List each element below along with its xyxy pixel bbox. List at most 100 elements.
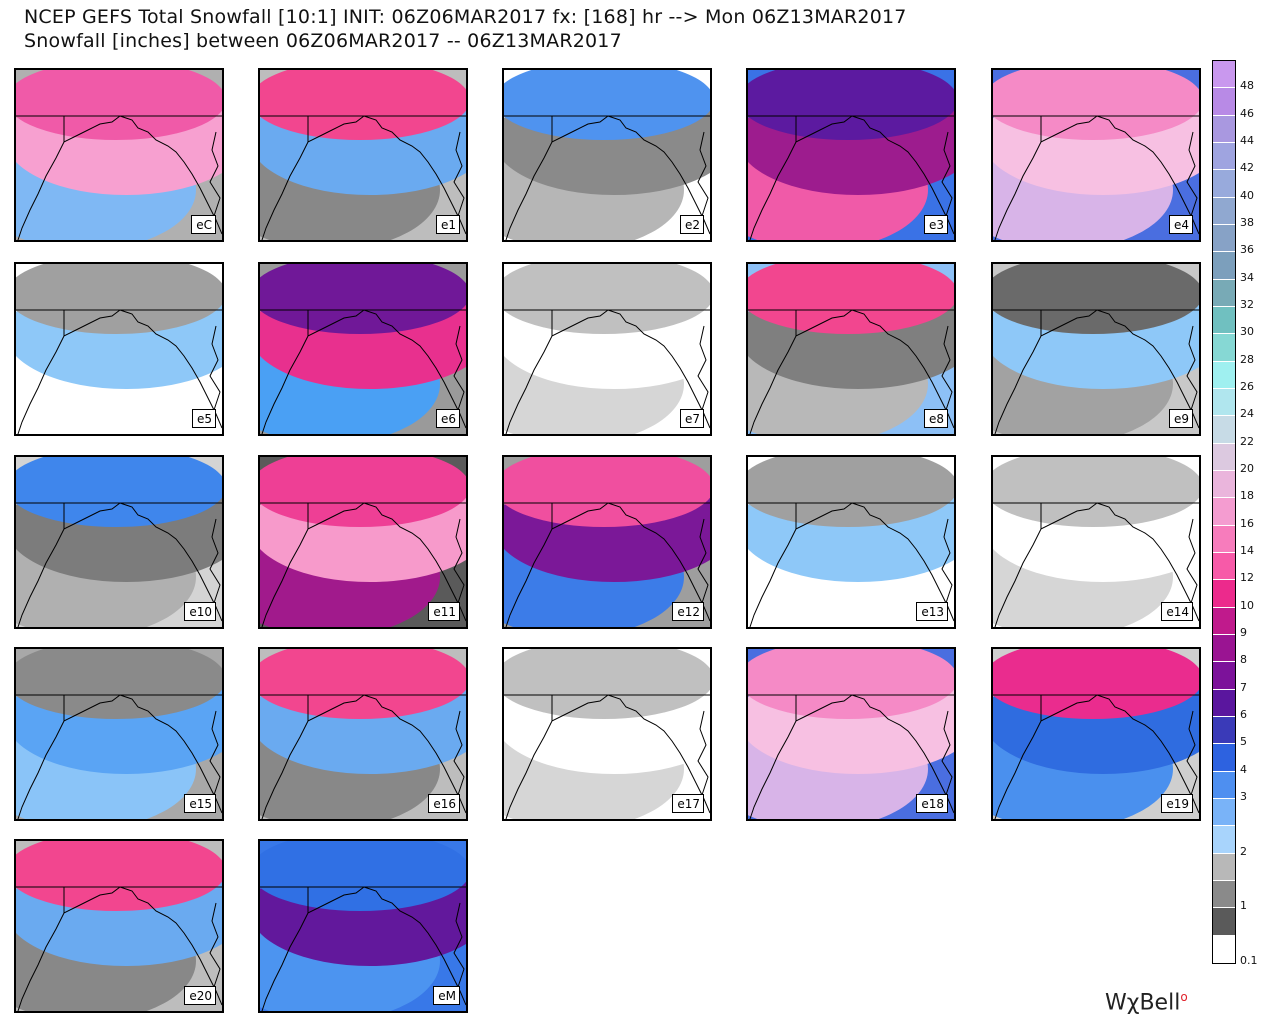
legend-swatch [1213, 225, 1235, 253]
snowfall-field [993, 649, 1199, 819]
legend-swatch [1213, 935, 1235, 963]
legend-tick: 7 [1240, 680, 1247, 694]
member-label: eC [191, 215, 216, 234]
legend-tick: 30 [1240, 325, 1254, 339]
snowfall-field [260, 457, 466, 627]
snowfall-field [260, 70, 466, 240]
ensemble-panel-e17: e17 [502, 647, 712, 821]
member-label: e12 [672, 602, 704, 621]
legend-swatch [1213, 170, 1235, 198]
legend-swatch [1213, 61, 1235, 89]
map-subtitle: Snowfall [inches] between 06Z06MAR2017 -… [24, 30, 622, 52]
snowfall-field [16, 264, 222, 434]
member-label: eM [433, 986, 460, 1005]
legend-tick: 28 [1240, 352, 1254, 366]
legend-tick: 40 [1240, 188, 1254, 202]
member-label: e9 [1168, 409, 1193, 428]
legend-tick: 1 [1240, 899, 1247, 913]
legend-swatch [1213, 635, 1235, 663]
map-title: NCEP GEFS Total Snowfall [10:1] INIT: 06… [24, 6, 907, 28]
member-label: e20 [184, 986, 216, 1005]
member-label: e19 [1161, 794, 1193, 813]
legend-tick: 8 [1240, 653, 1247, 667]
member-label: e6 [435, 409, 460, 428]
ensemble-panel-e9: e9 [991, 262, 1201, 436]
legend-tick: 36 [1240, 243, 1254, 257]
legend-tick: 26 [1240, 380, 1254, 393]
legend-tick: 4 [1240, 762, 1247, 776]
ensemble-panel-e8: e8 [746, 262, 956, 436]
ensemble-panel-e19: e19 [991, 647, 1201, 821]
legend-swatch [1213, 389, 1235, 417]
snowfall-field [993, 264, 1199, 434]
legend-tick: 24 [1240, 407, 1254, 421]
legend-swatch [1213, 252, 1235, 280]
legend-swatch [1213, 771, 1235, 799]
legend-swatch [1213, 689, 1235, 717]
member-label: e3 [923, 215, 948, 234]
snowfall-field [748, 457, 954, 627]
member-label: e15 [184, 794, 216, 813]
snowfall-field [16, 649, 222, 819]
ensemble-panel-e5: e5 [14, 262, 224, 436]
legend-swatch [1213, 799, 1235, 827]
ensemble-panel-e10: e10 [14, 455, 224, 629]
legend-tick: 38 [1240, 216, 1254, 229]
ensemble-panel-e2: e2 [502, 68, 712, 242]
legend-tick: 3 [1240, 790, 1247, 803]
legend-tick: 44 [1240, 134, 1254, 147]
legend-swatch [1213, 826, 1235, 854]
legend-tick: 42 [1240, 161, 1254, 175]
member-label: e2 [679, 215, 704, 234]
member-label: e17 [672, 794, 704, 813]
ensemble-panel-e16: e16 [258, 647, 468, 821]
legend-tick: 18 [1240, 489, 1254, 503]
ensemble-panel-e7: e7 [502, 262, 712, 436]
snowfall-field [993, 70, 1199, 240]
legend-tick: 2 [1240, 844, 1247, 858]
member-label: e16 [428, 794, 460, 813]
ensemble-panel-e12: e12 [502, 455, 712, 629]
legend-swatch [1213, 717, 1235, 745]
legend-swatch [1213, 525, 1235, 553]
legend-swatch [1213, 744, 1235, 772]
ensemble-panel-e1: e1 [258, 68, 468, 242]
member-label: e11 [428, 602, 460, 621]
member-label: e4 [1168, 215, 1193, 234]
legend-tick: 48 [1240, 79, 1254, 93]
legend-tick: 9 [1240, 626, 1247, 639]
snowfall-field [16, 841, 222, 1011]
legend-swatch [1213, 416, 1235, 444]
ensemble-panel-e11: e11 [258, 455, 468, 629]
ensemble-panel-e3: e3 [746, 68, 956, 242]
legend-swatch [1213, 908, 1235, 936]
ensemble-panel-eM: eM [258, 839, 468, 1013]
legend-tick: 32 [1240, 298, 1254, 311]
snowfall-field [748, 70, 954, 240]
legend-swatch [1213, 471, 1235, 499]
ensemble-panel-e20: e20 [14, 839, 224, 1013]
member-label: e10 [184, 602, 216, 621]
legend-tick: 20 [1240, 462, 1254, 475]
legend-swatch [1213, 607, 1235, 635]
legend-tick: 22 [1240, 434, 1254, 448]
legend-swatch [1213, 334, 1235, 362]
member-label: e5 [191, 409, 216, 428]
legend-tick: 5 [1240, 735, 1247, 749]
legend-tick: 16 [1240, 516, 1254, 530]
legend-tick: 34 [1240, 270, 1254, 284]
ensemble-panel-e15: e15 [14, 647, 224, 821]
member-label: e1 [435, 215, 460, 234]
member-label: e14 [1161, 602, 1193, 621]
legend-swatch [1213, 197, 1235, 225]
legend-swatch [1213, 143, 1235, 171]
member-label: e18 [916, 794, 948, 813]
legend-swatch [1213, 115, 1235, 143]
snowfall-field [260, 649, 466, 819]
snowfall-field [16, 457, 222, 627]
legend-swatch [1213, 853, 1235, 881]
member-label: e13 [916, 602, 948, 621]
legend-swatch [1213, 307, 1235, 335]
brand-logo: WχBello [1105, 990, 1188, 1016]
snowfall-field [993, 457, 1199, 627]
